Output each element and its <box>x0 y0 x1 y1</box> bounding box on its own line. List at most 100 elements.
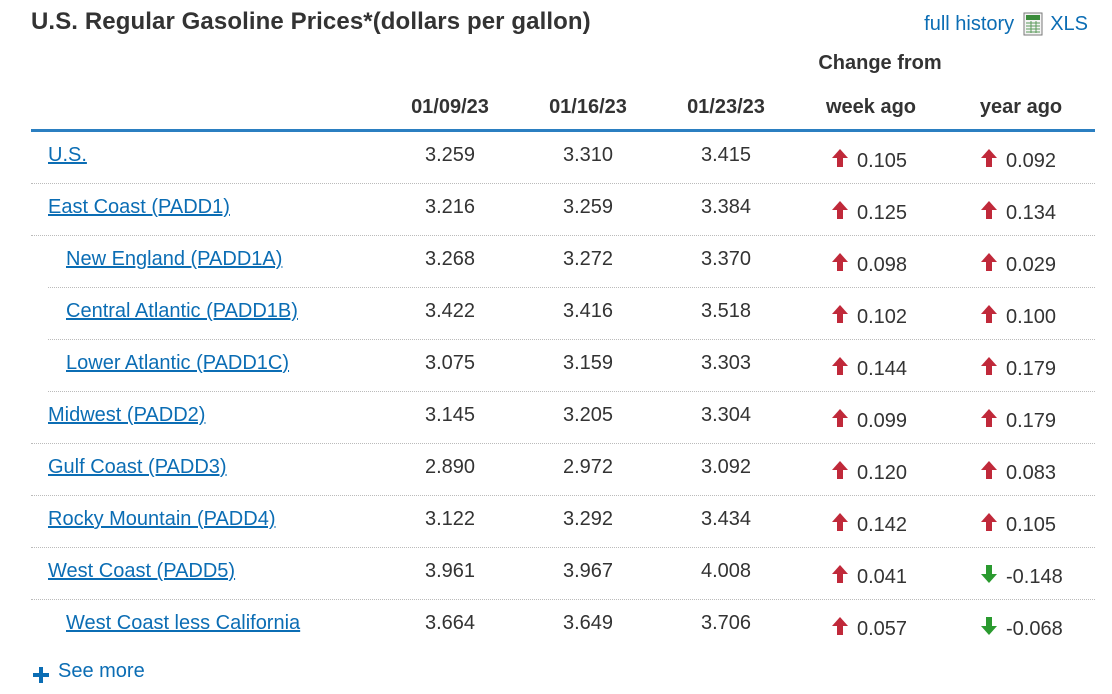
up-arrow-icon <box>981 356 997 382</box>
table-row: Midwest (PADD2) 3.145 3.205 3.304 0.099 0.179 <box>31 392 1095 444</box>
year-change-value: 0.029 <box>1006 253 1057 276</box>
year-change: 0.100 <box>981 304 1056 330</box>
year-change-value: 0.134 <box>1006 201 1057 224</box>
week-change-value: 0.125 <box>857 201 908 224</box>
price-01-23: 3.303 <box>700 352 752 374</box>
up-arrow-icon <box>981 460 997 486</box>
region-link[interactable]: West Coast less California <box>66 612 301 634</box>
price-01-23: 3.304 <box>700 404 752 426</box>
xls-link[interactable]: XLS <box>1050 12 1088 35</box>
price-01-16: 3.310 <box>562 144 614 166</box>
year-ago-header: year ago <box>979 96 1063 118</box>
change-from-heading: Change from <box>818 52 942 74</box>
plus-icon <box>33 666 49 683</box>
up-arrow-icon <box>832 616 848 642</box>
region-link[interactable]: Rocky Mountain (PADD4) <box>48 508 276 530</box>
price-01-09: 3.268 <box>424 248 476 270</box>
up-arrow-icon <box>832 200 848 226</box>
week-change-value: 0.099 <box>857 409 908 432</box>
table-row: West Coast less California 3.664 3.649 3.70… <box>31 600 1095 652</box>
week-change: 0.098 <box>832 252 907 278</box>
year-change-value: 0.105 <box>1006 513 1057 536</box>
up-arrow-icon <box>832 304 848 330</box>
row-divider <box>31 443 1095 444</box>
date-header-2: 01/16/23 <box>549 96 627 118</box>
week-change-value: 0.057 <box>857 617 908 640</box>
price-01-23: 3.434 <box>700 508 752 530</box>
full-history-link[interactable]: full history <box>924 12 1015 35</box>
year-change-value: 0.100 <box>1006 305 1057 328</box>
week-change: 0.057 <box>832 616 907 642</box>
date-header-3: 01/23/23 <box>687 96 765 118</box>
page-title: U.S. Regular Gasoline Prices*(dollars pe… <box>31 8 591 35</box>
year-change: 0.092 <box>981 148 1056 174</box>
price-01-16: 3.649 <box>562 612 614 634</box>
price-01-16: 3.292 <box>562 508 614 530</box>
see-more-label: See more <box>58 660 145 682</box>
price-01-16: 2.972 <box>562 456 614 478</box>
row-divider <box>48 391 1095 392</box>
table-row: Rocky Mountain (PADD4) 3.122 3.292 3.434 0.1… <box>31 496 1095 548</box>
price-01-23: 3.384 <box>700 196 752 218</box>
price-01-09: 3.075 <box>424 352 476 374</box>
price-01-23: 3.706 <box>700 612 752 634</box>
price-01-09: 3.145 <box>424 404 476 426</box>
region-link[interactable]: East Coast (PADD1) <box>48 196 230 218</box>
year-change-value: -0.148 <box>1006 565 1063 588</box>
week-change: 0.125 <box>832 200 907 226</box>
week-change-value: 0.120 <box>857 461 908 484</box>
price-01-23: 3.370 <box>700 248 752 270</box>
year-change-value: 0.083 <box>1006 461 1057 484</box>
region-link[interactable]: Midwest (PADD2) <box>48 404 206 426</box>
row-divider <box>31 599 1095 600</box>
row-divider <box>31 547 1095 548</box>
export-links: full history XLS <box>924 12 1088 36</box>
year-change: 0.179 <box>981 408 1056 434</box>
price-01-23: 3.518 <box>700 300 752 322</box>
table-row: U.S. 3.259 3.310 3.415 0.105 0.092 <box>31 132 1095 184</box>
up-arrow-icon <box>832 252 848 278</box>
see-more-button[interactable]: See more <box>32 660 145 683</box>
week-change: 0.041 <box>832 564 907 590</box>
price-01-09: 3.961 <box>424 560 476 582</box>
up-arrow-icon <box>832 512 848 538</box>
year-change: 0.105 <box>981 512 1056 538</box>
region-link[interactable]: New England (PADD1A) <box>66 248 283 270</box>
year-change-value: 0.179 <box>1006 357 1057 380</box>
price-01-09: 3.422 <box>424 300 476 322</box>
table-row: Gulf Coast (PADD3) 2.890 2.972 3.092 0.120 0.… <box>31 444 1095 496</box>
date-header-1: 01/09/23 <box>411 96 489 118</box>
up-arrow-icon <box>832 408 848 434</box>
region-link[interactable]: West Coast (PADD5) <box>48 560 236 582</box>
row-divider <box>31 235 1095 236</box>
table-row: Central Atlantic (PADD1B) 3.422 3.416 3.518… <box>31 288 1095 340</box>
table-row: Lower Atlantic (PADD1C) 3.075 3.159 3.303 0.… <box>31 340 1095 392</box>
price-01-23: 3.092 <box>700 456 752 478</box>
region-link[interactable]: Gulf Coast (PADD3) <box>48 456 227 478</box>
week-change-value: 0.041 <box>857 565 908 588</box>
up-arrow-icon <box>981 408 997 434</box>
week-change: 0.142 <box>832 512 907 538</box>
year-change: -0.068 <box>981 616 1063 642</box>
spreadsheet-icon[interactable] <box>1022 12 1044 36</box>
year-change-value: 0.092 <box>1006 149 1057 172</box>
price-01-16: 3.205 <box>562 404 614 426</box>
price-01-16: 3.272 <box>562 248 614 270</box>
price-01-16: 3.967 <box>562 560 614 582</box>
week-change-value: 0.098 <box>857 253 908 276</box>
down-arrow-icon <box>981 564 997 590</box>
region-link[interactable]: U.S. <box>48 144 87 166</box>
year-change: -0.148 <box>981 564 1063 590</box>
price-01-09: 2.890 <box>424 456 476 478</box>
week-change: 0.099 <box>832 408 907 434</box>
row-divider <box>31 495 1095 496</box>
region-link[interactable]: Central Atlantic (PADD1B) <box>66 300 298 322</box>
price-01-16: 3.159 <box>562 352 614 374</box>
row-divider <box>48 287 1095 288</box>
up-arrow-icon <box>981 252 997 278</box>
week-ago-header: week ago <box>825 96 917 118</box>
region-link[interactable]: Lower Atlantic (PADD1C) <box>66 352 290 374</box>
table-row: New England (PADD1A) 3.268 3.272 3.370 0.098… <box>31 236 1095 288</box>
price-01-23: 3.415 <box>700 144 752 166</box>
price-01-09: 3.664 <box>424 612 476 634</box>
